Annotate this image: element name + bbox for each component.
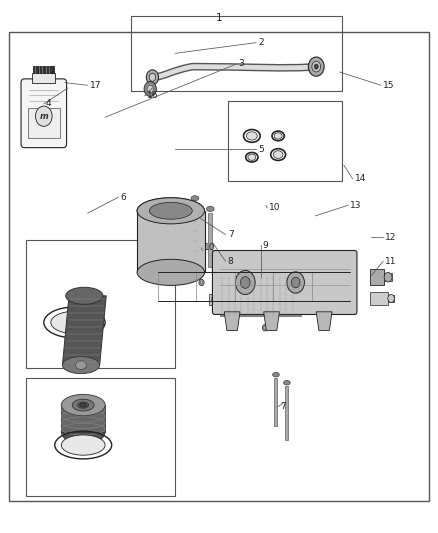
Bar: [370, 269, 384, 285]
Text: 7: 7: [228, 230, 233, 239]
Ellipse shape: [76, 361, 86, 369]
Bar: [9, 32, 429, 501]
Ellipse shape: [200, 281, 203, 284]
Ellipse shape: [72, 399, 94, 411]
Bar: [220, 312, 301, 316]
Ellipse shape: [66, 287, 103, 304]
Ellipse shape: [191, 196, 199, 201]
Ellipse shape: [236, 271, 255, 294]
Bar: [208, 213, 212, 266]
Ellipse shape: [61, 435, 105, 455]
Ellipse shape: [149, 74, 155, 82]
Text: 17: 17: [90, 81, 101, 90]
Ellipse shape: [137, 198, 205, 224]
FancyBboxPatch shape: [21, 79, 67, 148]
Ellipse shape: [146, 70, 159, 85]
Ellipse shape: [162, 207, 180, 214]
Text: 7: 7: [280, 402, 286, 411]
Ellipse shape: [291, 277, 300, 288]
Ellipse shape: [137, 198, 205, 224]
Polygon shape: [264, 312, 279, 330]
Ellipse shape: [80, 403, 86, 407]
Ellipse shape: [273, 151, 283, 158]
Ellipse shape: [137, 260, 205, 286]
Ellipse shape: [61, 394, 105, 416]
Text: 1: 1: [215, 13, 223, 23]
Text: 16: 16: [147, 92, 158, 100]
Text: 3: 3: [239, 60, 244, 68]
Text: 4: 4: [46, 100, 52, 108]
Bar: [220, 287, 301, 291]
Text: 6: 6: [120, 193, 126, 201]
Ellipse shape: [264, 326, 266, 329]
Bar: [26, 378, 175, 496]
Ellipse shape: [262, 325, 268, 331]
Text: 9: 9: [263, 241, 268, 249]
Ellipse shape: [308, 57, 324, 76]
Ellipse shape: [51, 311, 98, 334]
Text: 14: 14: [355, 174, 366, 183]
Ellipse shape: [35, 106, 52, 126]
Bar: [220, 277, 301, 281]
Circle shape: [144, 82, 156, 96]
Text: 8: 8: [228, 257, 233, 265]
Bar: [28, 108, 60, 138]
Bar: [274, 378, 278, 426]
Bar: [228, 101, 342, 181]
Ellipse shape: [274, 133, 282, 139]
Bar: [220, 292, 301, 296]
Ellipse shape: [287, 272, 304, 293]
Text: 10: 10: [204, 244, 215, 252]
Ellipse shape: [240, 277, 250, 288]
Bar: [220, 282, 301, 286]
Polygon shape: [316, 312, 332, 330]
Bar: [286, 386, 288, 440]
Bar: [33, 66, 54, 73]
Circle shape: [147, 85, 153, 93]
Bar: [301, 294, 311, 305]
Ellipse shape: [312, 61, 321, 72]
Ellipse shape: [248, 154, 256, 160]
Polygon shape: [61, 405, 105, 432]
Ellipse shape: [272, 373, 279, 377]
Text: 13: 13: [350, 201, 362, 209]
Ellipse shape: [62, 357, 100, 374]
Circle shape: [211, 296, 217, 303]
Ellipse shape: [283, 381, 290, 385]
Bar: [388, 295, 394, 302]
Bar: [384, 273, 392, 281]
Polygon shape: [137, 211, 205, 272]
Bar: [220, 297, 301, 301]
Polygon shape: [62, 296, 106, 365]
Circle shape: [303, 296, 309, 303]
Ellipse shape: [388, 294, 395, 303]
Text: 11: 11: [385, 257, 397, 265]
Ellipse shape: [61, 419, 105, 445]
Bar: [131, 16, 342, 91]
Bar: [220, 307, 301, 311]
Text: 15: 15: [383, 81, 395, 90]
Bar: [209, 294, 220, 305]
Ellipse shape: [199, 279, 204, 286]
Text: 5: 5: [258, 145, 264, 154]
Bar: [370, 292, 388, 305]
Bar: [26, 240, 175, 368]
Bar: [220, 302, 301, 306]
Text: 12: 12: [385, 233, 397, 241]
Polygon shape: [224, 312, 240, 330]
Ellipse shape: [78, 402, 88, 408]
Text: 2: 2: [258, 38, 264, 47]
Ellipse shape: [314, 64, 318, 69]
Bar: [32, 73, 55, 83]
Ellipse shape: [384, 272, 392, 282]
Ellipse shape: [206, 206, 214, 212]
Text: 10: 10: [269, 204, 281, 212]
FancyBboxPatch shape: [212, 251, 357, 314]
Text: m: m: [39, 112, 48, 120]
Bar: [193, 203, 197, 251]
Ellipse shape: [149, 203, 192, 219]
Ellipse shape: [247, 132, 257, 140]
Ellipse shape: [149, 203, 192, 219]
